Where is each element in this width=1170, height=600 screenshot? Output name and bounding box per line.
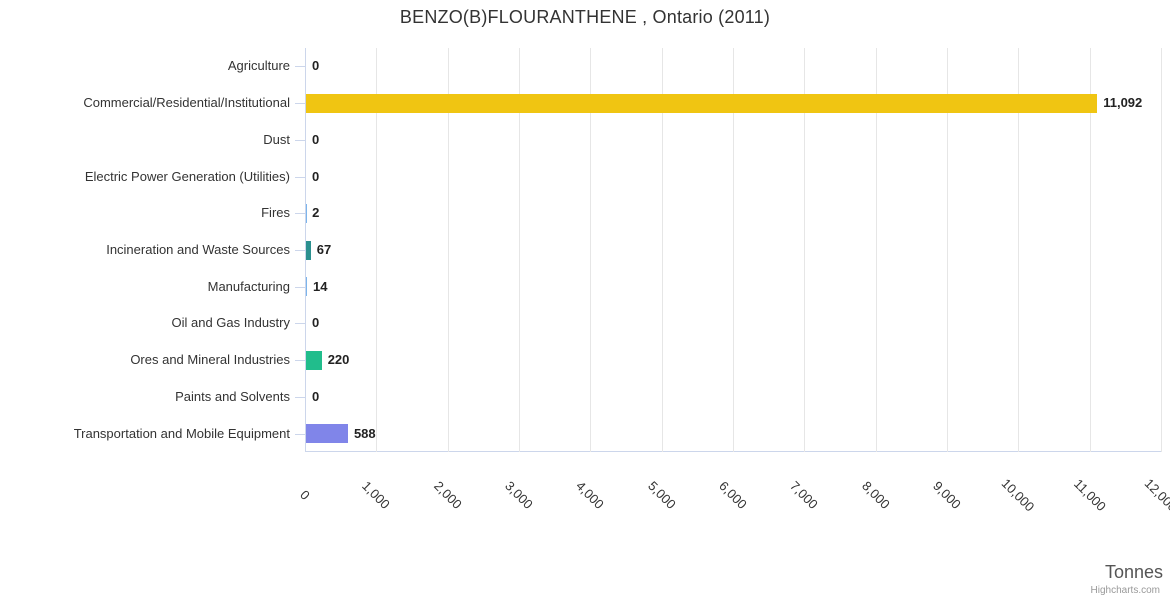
x-tick-label: 12,000 [1141, 475, 1170, 515]
category-tick-mark [295, 286, 305, 288]
category-label: Manufacturing [207, 278, 290, 294]
category-label: Paints and Solvents [175, 388, 290, 404]
category-label: Oil and Gas Industry [171, 315, 291, 331]
category-tick-mark [295, 360, 305, 362]
data-label: 67 [316, 242, 332, 258]
gridline [1161, 48, 1162, 452]
category-label: Dust [263, 131, 290, 147]
bar[interactable] [306, 277, 307, 297]
bar[interactable] [306, 240, 311, 260]
x-tick-label: 5,000 [644, 478, 679, 512]
x-tick-label: 8,000 [858, 478, 893, 512]
category-label: Agriculture [227, 58, 290, 74]
category-label: Ores and Mineral Industries [130, 352, 290, 368]
bar[interactable] [306, 93, 1098, 113]
x-tick-label: 11,000 [1070, 475, 1109, 515]
bar[interactable] [306, 424, 348, 444]
gridline [804, 48, 806, 452]
gridline [661, 48, 663, 452]
data-label: 0 [312, 388, 320, 404]
chart-title: BENZO(B)FLOURANTHENE , Ontario (2011) [399, 7, 771, 27]
category-tick-mark [295, 213, 305, 215]
gridline [590, 48, 592, 452]
category-label: Incineration and Waste Sources [106, 242, 290, 257]
category-tick-mark [295, 250, 305, 251]
data-label: 11,092 [1103, 95, 1143, 111]
x-tick-label: 1,000 [359, 478, 394, 512]
x-tick-label: 2,000 [430, 478, 465, 512]
category-tick-mark [295, 323, 305, 325]
data-label: 14 [312, 278, 328, 294]
gridline [733, 48, 734, 452]
data-label: 0 [312, 131, 320, 147]
data-label: 2 [312, 205, 320, 221]
category-label: Fires [261, 205, 290, 221]
gridline [1018, 48, 1020, 452]
bar[interactable] [306, 203, 307, 223]
bar[interactable] [306, 350, 322, 370]
gridline [447, 48, 449, 452]
category-tick-mark [295, 66, 305, 68]
data-label: 0 [312, 168, 320, 184]
x-tick-label: 6,000 [716, 478, 750, 512]
x-axis-title: Tonnes [1104, 562, 1163, 582]
gridline [947, 48, 948, 452]
x-tick-label: 0 [297, 487, 313, 503]
gridline [1089, 48, 1091, 452]
data-label: 0 [312, 58, 320, 74]
x-tick-label: 10,000 [998, 475, 1038, 515]
x-tick-label: 4,000 [573, 478, 608, 512]
category-label: Commercial/Residential/Institutional [83, 95, 290, 111]
category-label: Transportation and Mobile Equipment [73, 425, 290, 441]
x-tick-label: 3,000 [502, 478, 536, 512]
data-label: 588 [353, 425, 376, 441]
category-tick-mark [295, 176, 305, 178]
x-tick-label: 7,000 [787, 478, 822, 512]
data-label: 220 [327, 352, 350, 368]
data-label: 0 [312, 315, 320, 331]
category-tick-mark [295, 103, 305, 105]
category-tick-mark [295, 139, 305, 141]
highcharts-credits-link[interactable]: Highcharts.com [1090, 585, 1160, 596]
category-tick-mark [295, 396, 305, 398]
x-tick-label: 9,000 [930, 478, 964, 512]
category-label: Electric Power Generation (Utilities) [84, 168, 290, 184]
gridline [519, 48, 520, 452]
category-tick-mark [295, 433, 305, 435]
gridline [376, 48, 378, 452]
gridline [875, 48, 877, 452]
